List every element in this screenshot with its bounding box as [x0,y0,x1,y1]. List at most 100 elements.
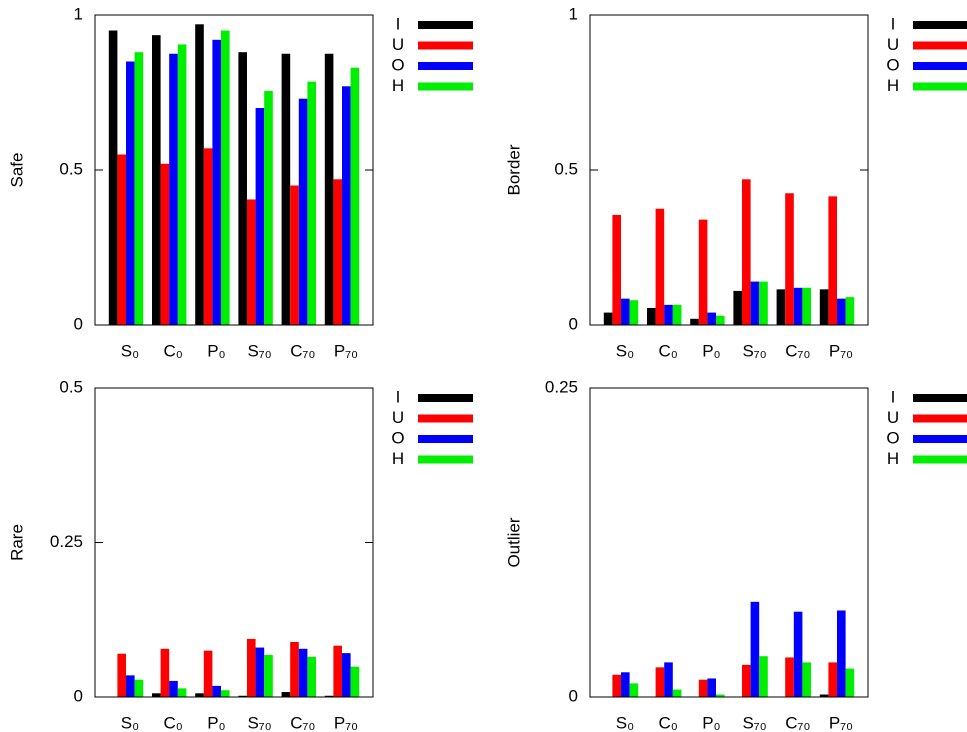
bar [707,312,716,325]
bar [350,67,360,325]
bar [342,653,351,697]
bar [837,610,846,697]
bar [629,683,639,697]
bar [298,648,308,697]
bar [845,668,855,697]
bar [750,601,760,697]
x-tick-label: S₀ [616,341,634,360]
bar [664,662,673,697]
bar [238,695,247,697]
bar [307,656,316,697]
x-tick-label: C₇₀ [290,713,315,732]
y-tick-label: 0 [569,314,578,333]
bar [298,98,308,325]
x-tick-label: P₇₀ [334,341,358,360]
y-tick-label: 0.5 [59,159,83,178]
y-tick-label: 0.5 [59,377,83,396]
bar [733,290,742,325]
y-tick-label: 0 [74,686,83,705]
x-tick-label: C₀ [164,713,183,732]
legend-label: U [887,35,899,54]
bar [177,44,187,325]
bar [750,281,760,325]
legend-label: H [392,449,404,468]
bar [776,289,786,325]
bar [195,24,204,326]
legend-label: H [392,76,404,95]
bar [264,90,273,325]
bar [819,694,829,697]
bar [603,312,613,325]
legend-label: O [886,428,899,447]
bar [324,695,334,697]
legend-label: I [891,14,896,33]
bar [160,163,170,325]
bar [802,662,811,697]
plot-frame [94,387,374,698]
bar [759,281,768,325]
bar [212,39,221,326]
bar [117,154,126,325]
bar [629,300,639,325]
bar [664,304,673,325]
legend-label: H [887,76,899,95]
bar [785,657,794,697]
y-tick-label: 1 [569,4,578,23]
bar [793,287,803,325]
y-tick-label: 0 [74,314,83,333]
bar [169,680,178,697]
bar [828,662,837,697]
x-tick-label: S₇₀ [247,341,271,360]
x-tick-label: P₀ [207,341,225,360]
legend-label: U [392,408,404,427]
x-tick-label: S₀ [121,713,139,732]
bar [785,193,794,325]
y-tick-label: 0 [569,686,578,705]
bar [221,690,230,697]
x-tick-label: C₀ [164,341,183,360]
bar [655,667,665,697]
x-tick-label: P₇₀ [829,713,853,732]
bar [742,664,751,697]
legend-label: U [392,35,404,54]
legend-label: I [396,14,401,33]
bar [828,196,837,325]
bar [837,298,846,325]
legend-label: U [887,408,899,427]
x-tick-label: P₀ [702,713,720,732]
bar [742,179,751,325]
bar [281,53,291,325]
bar [247,199,256,325]
bar [255,647,265,697]
x-tick-label: P₀ [702,341,720,360]
y-axis-label: Outlier [504,517,523,567]
bar [203,148,213,325]
bar [126,675,135,697]
bar [655,208,665,325]
bar [342,86,351,325]
legend-label: H [887,449,899,468]
bar [707,678,716,697]
plot-frame [589,387,869,698]
x-tick-label: S₇₀ [742,713,766,732]
bar [203,650,213,697]
x-tick-label: C₀ [659,341,678,360]
y-axis-label: Safe [7,153,26,188]
bar [117,653,126,697]
bar [221,30,230,325]
bar [698,679,708,697]
legend-label: I [891,387,896,406]
plot-frame [589,14,869,326]
x-tick-label: P₇₀ [829,341,853,360]
x-tick-label: P₇₀ [334,713,358,732]
y-tick-label: 0.5 [554,159,578,178]
bar [160,648,170,697]
x-tick-label: C₀ [659,713,678,732]
bar [134,52,144,325]
bar [819,289,829,325]
bar [134,679,144,697]
bar [333,179,342,325]
bar [802,287,811,325]
legend-label: O [391,55,404,74]
